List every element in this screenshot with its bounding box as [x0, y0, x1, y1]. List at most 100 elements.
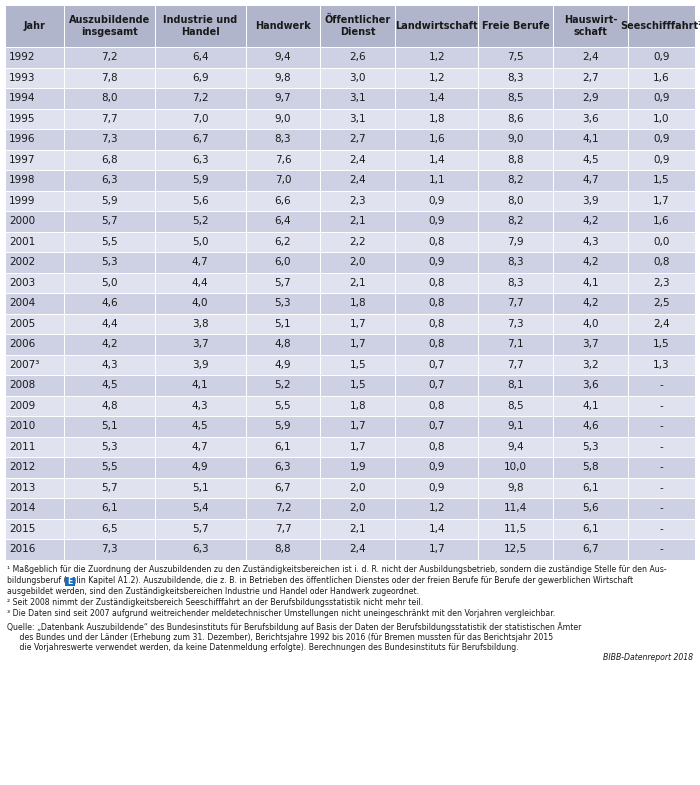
Bar: [628, 436, 695, 457]
Text: 1,8: 1,8: [349, 401, 366, 411]
Text: -: -: [659, 483, 664, 493]
Bar: [64, 252, 155, 272]
Bar: [395, 334, 478, 355]
Text: 4,4: 4,4: [192, 278, 209, 288]
Bar: [246, 88, 321, 108]
Bar: [321, 436, 396, 457]
Text: 6,8: 6,8: [102, 155, 118, 165]
Text: 6,4: 6,4: [274, 216, 291, 226]
Text: 11,5: 11,5: [504, 524, 527, 534]
Bar: [395, 416, 478, 436]
Text: 4,3: 4,3: [102, 360, 118, 370]
Bar: [628, 272, 695, 293]
Bar: [246, 129, 321, 149]
Text: 1,9: 1,9: [349, 462, 366, 473]
Bar: [5, 436, 64, 457]
Bar: [64, 355, 155, 375]
Bar: [155, 498, 246, 519]
Text: 1,5: 1,5: [349, 360, 366, 370]
Bar: [5, 129, 64, 149]
Bar: [246, 149, 321, 170]
Text: 8,6: 8,6: [508, 114, 524, 124]
Bar: [321, 457, 396, 477]
Text: 0,8: 0,8: [428, 298, 445, 309]
Bar: [321, 498, 396, 519]
Text: 4,7: 4,7: [192, 442, 209, 451]
Text: 0,9: 0,9: [428, 483, 445, 493]
Text: 5,1: 5,1: [274, 319, 291, 329]
Text: 0,9: 0,9: [428, 195, 445, 206]
Text: 8,2: 8,2: [508, 216, 524, 226]
Text: 1,4: 1,4: [428, 93, 445, 104]
Bar: [246, 191, 321, 211]
Text: 2016: 2016: [9, 544, 36, 554]
Text: 5,9: 5,9: [102, 195, 118, 206]
Bar: [321, 416, 396, 436]
Bar: [478, 5, 553, 47]
Bar: [64, 436, 155, 457]
Bar: [628, 457, 695, 477]
Bar: [628, 129, 695, 149]
Text: 4,1: 4,1: [582, 134, 598, 144]
Bar: [5, 313, 64, 334]
Text: 9,8: 9,8: [274, 73, 291, 82]
Text: 4,7: 4,7: [582, 175, 598, 185]
Text: 1,2: 1,2: [428, 73, 445, 82]
Bar: [395, 232, 478, 252]
Bar: [64, 108, 155, 129]
Bar: [155, 129, 246, 149]
Bar: [395, 68, 478, 88]
Bar: [553, 355, 628, 375]
Bar: [155, 334, 246, 355]
Text: 7,7: 7,7: [508, 298, 524, 309]
Text: 5,1: 5,1: [192, 483, 209, 493]
Bar: [246, 375, 321, 396]
Text: 2,4: 2,4: [349, 155, 366, 165]
Bar: [553, 211, 628, 232]
Bar: [628, 170, 695, 191]
Bar: [478, 539, 553, 560]
Text: 1993: 1993: [9, 73, 36, 82]
Bar: [64, 5, 155, 47]
Bar: [321, 211, 396, 232]
Bar: [478, 293, 553, 313]
Text: -: -: [659, 380, 664, 390]
Bar: [64, 396, 155, 416]
Bar: [246, 232, 321, 252]
Bar: [64, 498, 155, 519]
Bar: [246, 47, 321, 68]
Bar: [246, 170, 321, 191]
Bar: [5, 375, 64, 396]
Bar: [553, 539, 628, 560]
Bar: [395, 129, 478, 149]
Bar: [321, 88, 396, 108]
Bar: [64, 47, 155, 68]
Bar: [628, 68, 695, 88]
Bar: [5, 355, 64, 375]
Bar: [395, 149, 478, 170]
Bar: [478, 519, 553, 539]
Bar: [321, 47, 396, 68]
Bar: [155, 108, 246, 129]
Bar: [64, 293, 155, 313]
Text: BIBB-Datenreport 2018: BIBB-Datenreport 2018: [603, 653, 693, 663]
Bar: [395, 88, 478, 108]
Bar: [5, 416, 64, 436]
Bar: [155, 539, 246, 560]
Bar: [553, 5, 628, 47]
Bar: [5, 88, 64, 108]
Bar: [478, 170, 553, 191]
Text: 8,8: 8,8: [274, 544, 291, 554]
Text: 6,0: 6,0: [274, 257, 291, 267]
Text: 5,6: 5,6: [192, 195, 209, 206]
Text: Seeschifffahrt²: Seeschifffahrt²: [620, 21, 700, 31]
Bar: [628, 375, 695, 396]
Bar: [246, 519, 321, 539]
Bar: [5, 170, 64, 191]
Text: Landwirtschaft: Landwirtschaft: [395, 21, 478, 31]
Text: 1997: 1997: [9, 155, 36, 165]
Bar: [64, 416, 155, 436]
Bar: [155, 313, 246, 334]
Text: 4,6: 4,6: [582, 422, 598, 431]
Text: 2,3: 2,3: [349, 195, 366, 206]
